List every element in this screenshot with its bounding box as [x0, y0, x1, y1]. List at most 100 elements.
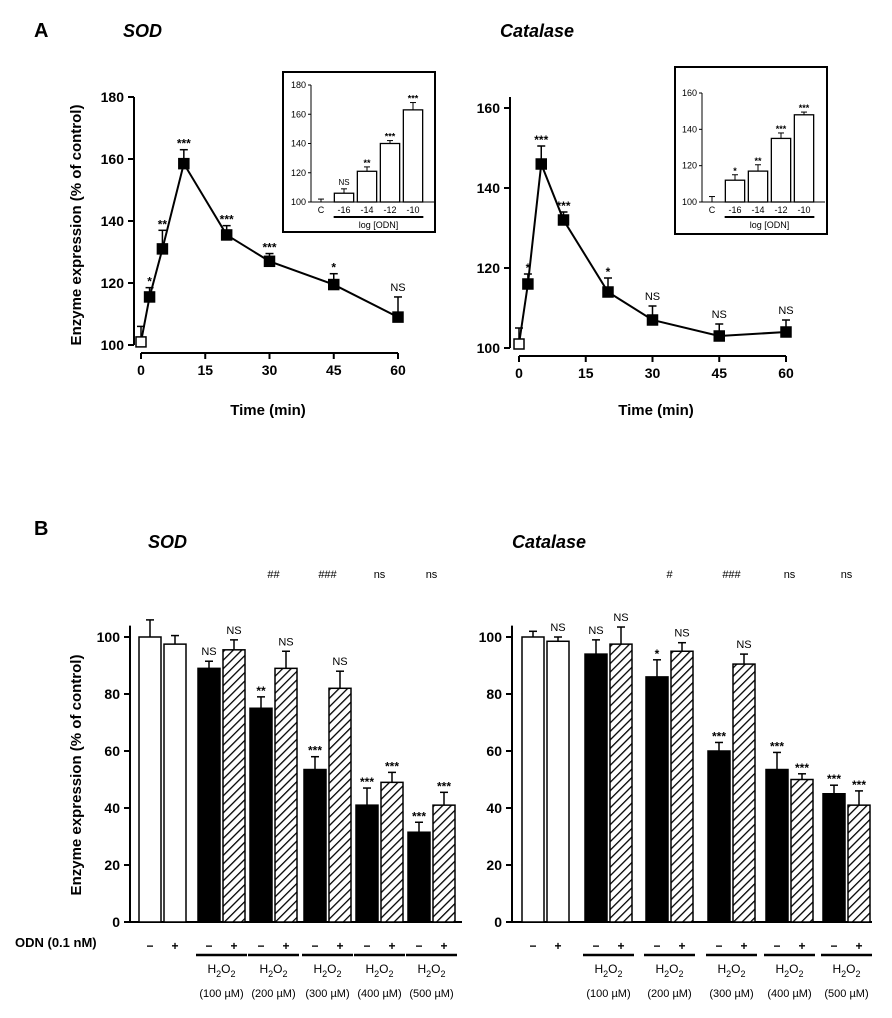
odn-sign-label: − [529, 939, 536, 953]
y-tick-label: 140 [477, 180, 501, 196]
bracket-label-bg [418, 566, 445, 580]
inset-x-tick-label: -12 [774, 205, 787, 215]
bar-h2o2-odn [222, 649, 246, 923]
odn-label: ODN (0.1 nM) [15, 935, 97, 950]
chart-title-a-sod: SOD [123, 21, 162, 41]
group-concentration: (400 µM) [357, 988, 401, 1000]
bar-control [521, 636, 545, 923]
x-tick-label: 15 [578, 365, 594, 381]
y-axis-title-b: Enzyme expression (% of control) [68, 655, 85, 896]
data-point [780, 326, 792, 338]
odn-sign-label: − [773, 939, 780, 953]
data-point [557, 214, 570, 226]
bar-h2o2-odn [274, 667, 298, 923]
inset-y-tick-label: 100 [291, 197, 306, 207]
significance-label: *** [360, 775, 374, 789]
x-tick-label: 30 [645, 365, 661, 381]
comparison-label: ### [318, 569, 337, 581]
significance-label: NS [550, 622, 565, 634]
inset-y-tick-label: 160 [682, 88, 697, 98]
odn-sign-label: + [740, 939, 747, 953]
bracket-label-bg [718, 566, 745, 580]
chart-b-sod: 0 20 40 60 80 100 − + NS − NS + H2O2 (100 µM) ** − NS + H2… [97, 566, 462, 1000]
y-tick-label: 100 [479, 629, 503, 645]
y-tick-label: 20 [104, 857, 120, 873]
bar-h2o2 [822, 793, 846, 923]
bracket-label-bg [776, 566, 803, 580]
y-tick-label: 100 [101, 337, 125, 353]
inset-y-tick-label: 180 [291, 80, 306, 90]
inset-significance-label: NS [338, 178, 349, 187]
inset-bar [356, 170, 378, 203]
inset-y-tick-label: 140 [682, 124, 697, 134]
data-point [392, 311, 404, 323]
significance-label: ** [256, 684, 266, 698]
significance-label: NS [674, 628, 689, 640]
comparison-label: ns [841, 569, 853, 581]
data-point [535, 158, 547, 170]
inset-significance-label: *** [408, 94, 419, 104]
bar-h2o2 [355, 804, 379, 923]
x-tick-label: 0 [137, 362, 145, 378]
odn-sign-label: − [653, 939, 660, 953]
odn-sign-label: − [592, 939, 599, 953]
bar-h2o2-odn [328, 687, 352, 923]
significance-label: * [331, 261, 336, 275]
y-tick-label: 80 [486, 686, 502, 702]
inset-bar [724, 179, 746, 203]
bar-h2o2-odn [847, 804, 871, 923]
y-tick-label: 0 [112, 914, 120, 930]
inset-x-tick-label: -14 [360, 205, 373, 215]
y-tick-label: 160 [101, 151, 125, 167]
group-concentration: (200 µM) [647, 988, 691, 1000]
inset-bar [402, 109, 424, 203]
inset-bar [793, 114, 815, 203]
bar-h2o2 [197, 667, 221, 923]
bracket-label-bg [366, 566, 393, 580]
y-axis-title-a: Enzyme expression (% of control) [68, 105, 85, 346]
odn-sign-label: + [855, 939, 862, 953]
odn-sign-label: − [415, 939, 422, 953]
data-point [646, 314, 659, 326]
y-tick-label: 140 [101, 213, 125, 229]
odn-sign-label: − [146, 939, 153, 953]
inset-x-tick-label: -10 [406, 205, 419, 215]
bar-control [546, 640, 570, 923]
inset-y-tick-label: 140 [291, 139, 306, 149]
significance-label: *** [308, 744, 322, 758]
y-tick-label: 20 [486, 857, 502, 873]
group-concentration: (500 µM) [824, 988, 868, 1000]
group-label: H2O2 [365, 962, 393, 979]
bar-h2o2 [645, 676, 669, 923]
inset-x-tick-label: -14 [751, 205, 764, 215]
inset-y-tick-label: 120 [682, 161, 697, 171]
group-concentration: (200 µM) [251, 988, 295, 1000]
bracket-label-bg [656, 566, 683, 580]
odn-sign-label: − [715, 939, 722, 953]
data-point [143, 291, 156, 303]
group-concentration: (300 µM) [305, 988, 349, 1000]
comparison-label: # [666, 569, 673, 581]
inset-bar [747, 170, 769, 203]
y-tick-label: 100 [477, 340, 501, 356]
bar-control [163, 643, 187, 923]
y-tick-label: 160 [477, 100, 501, 116]
group-label: H2O2 [775, 962, 803, 979]
comparison-label: ns [374, 569, 386, 581]
group-concentration: (300 µM) [709, 988, 753, 1000]
significance-label: *** [556, 199, 570, 213]
odn-sign-label: − [363, 939, 370, 953]
data-point [178, 157, 190, 170]
bracket-label-bg [314, 566, 341, 580]
significance-label: *** [437, 779, 451, 793]
significance-label: NS [201, 646, 216, 658]
odn-sign-label: + [678, 939, 685, 953]
comparison-label: ns [784, 569, 796, 581]
significance-label: * [147, 275, 152, 289]
series-line [140, 161, 399, 343]
x-tick-label: 60 [778, 365, 794, 381]
inset-significance-label: *** [385, 132, 396, 142]
bar-h2o2 [407, 831, 431, 923]
